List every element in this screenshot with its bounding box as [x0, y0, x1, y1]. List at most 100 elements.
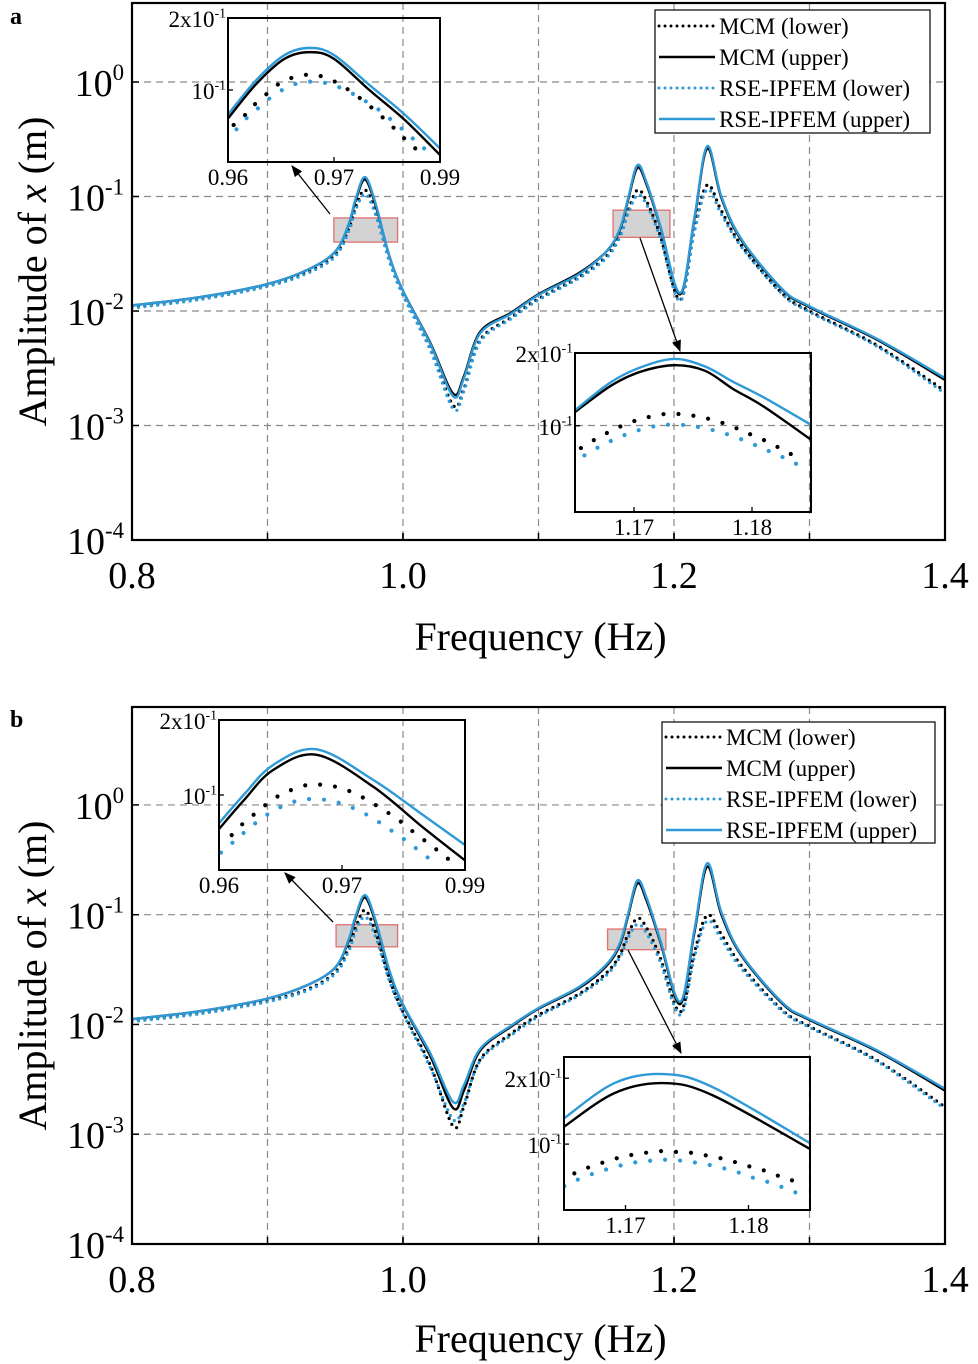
tick-exponent: -1: [105, 175, 124, 200]
tick-exponent: -2: [105, 289, 124, 314]
tick-exponent: -1: [562, 340, 574, 355]
legend-item: MCM (lower): [657, 14, 849, 39]
inset-curve-rse-ipfem-upper: [228, 46, 440, 150]
curve-mcm-lower: [132, 908, 945, 1130]
x-tick-label: 1.4: [921, 555, 969, 597]
inset-curves: [575, 357, 811, 468]
panel-a: 0.8 1.0 1.2 1.410010-110-210-310-4Frequency…: [10, 1, 969, 659]
tick-exponent: -1: [215, 77, 227, 92]
inset-frame: [563, 1056, 811, 1211]
inset-curve-rse-ipfem-upper: [575, 357, 811, 426]
zoom-arrow: [627, 949, 682, 1055]
curves: [132, 145, 945, 413]
legend-label: MCM (lower): [719, 14, 849, 39]
x-tick-label: 1.2: [650, 555, 698, 597]
tick-exponent: -1: [206, 707, 218, 722]
inset-y-tick-label: 10-1: [192, 77, 227, 104]
inset-y-tick-label: 2x10-1: [160, 707, 218, 734]
tick-base: 2x10: [505, 1067, 551, 1092]
inset-curve-mcm-upper: [228, 50, 440, 156]
legend-label: RSE-IPFEM (lower): [726, 787, 917, 812]
tick-exponent: -2: [105, 1003, 124, 1028]
legend-item: RSE-IPFEM (upper): [666, 818, 917, 843]
tick-base: 10: [75, 63, 113, 105]
tick-base: 10: [67, 292, 105, 334]
y-axis-title-suffix: (m): [10, 821, 55, 889]
inset-y-tick-label: 10-1: [183, 782, 218, 809]
inset-x-tick-label: 1.17: [614, 515, 654, 540]
legend-frame: [661, 721, 936, 844]
tick-base: 10: [67, 1115, 105, 1157]
zoom-arrow: [639, 237, 681, 353]
y-tick-label: 10-1: [67, 175, 124, 220]
inset-curve-mcm-upper: [219, 753, 465, 862]
legend-label: RSE-IPFEM (upper): [719, 107, 910, 132]
inset-x-tick-label: 0.99: [445, 873, 485, 898]
x-tick-label: 1.2: [650, 1259, 698, 1301]
inset-curve-mcm-upper: [564, 1081, 810, 1151]
tick-base: 2x10: [169, 7, 215, 32]
inset-frame: [227, 17, 441, 163]
legend-label: MCM (upper): [719, 45, 849, 70]
inset-y-tick-label: 2x10-1: [516, 340, 574, 367]
y-tick-label: 10-3: [67, 404, 124, 449]
y-axis-title-variable: x: [10, 184, 55, 203]
legend-item: RSE-IPFEM (lower): [657, 76, 910, 101]
tick-exponent: -4: [105, 518, 125, 543]
zoom-region-box: [335, 924, 399, 948]
inset-curve-rse-ipfem-lower: [219, 796, 439, 867]
inset-y-tick-label: 2x10-1: [169, 5, 227, 32]
tick-exponent: -1: [551, 1066, 563, 1081]
inset-curves: [219, 747, 465, 870]
tick-exponent: -3: [105, 404, 124, 429]
curve-rse-ipfem-upper: [132, 145, 945, 399]
curves: [132, 862, 945, 1130]
inset-x-tick-label: 0.97: [314, 165, 354, 190]
x-tick-label: 1.4: [921, 1259, 969, 1301]
zoom-arrow: [284, 872, 334, 923]
inset-curve-rse-ipfem-lower: [564, 1157, 803, 1197]
inset-curve-mcm-lower: [578, 411, 798, 459]
inset-x-tick-label: 0.96: [208, 165, 248, 190]
inset-curve-mcm-lower: [229, 782, 461, 870]
y-axis-title-suffix: (m): [10, 117, 55, 185]
panel-label: a: [10, 4, 22, 30]
legend-item: MCM (upper): [666, 756, 856, 781]
panel-label: b: [10, 707, 23, 733]
legend-label: MCM (upper): [726, 756, 856, 781]
x-axis-title: Frequency (Hz): [414, 614, 666, 659]
tick-exponent: -1: [215, 5, 227, 20]
inset-y-tick-label: 10-1: [539, 413, 574, 440]
inset-curve-mcm-lower: [231, 72, 425, 157]
legend-label: RSE-IPFEM (lower): [719, 76, 910, 101]
panel-b: 0.8 1.0 1.2 1.410010-110-210-310-4Frequency…: [10, 705, 969, 1361]
y-tick-label: 10-4: [67, 1222, 125, 1267]
x-tick-label: 0.8: [108, 1259, 156, 1301]
tick-base: 10: [67, 521, 105, 563]
tick-base: 10: [67, 407, 105, 449]
inset-x-tick-label: 1.18: [728, 1213, 768, 1238]
tick-base: 10: [67, 896, 105, 938]
legend-item: MCM (upper): [659, 45, 849, 70]
y-tick-label: 10-2: [67, 1003, 124, 1048]
tick-base: 10: [539, 415, 562, 440]
legend-label: MCM (lower): [726, 725, 856, 750]
legend-item: RSE-IPFEM (lower): [664, 787, 917, 812]
legend-frame: [654, 9, 931, 134]
inset-frame: [574, 352, 812, 513]
x-tick-label: 0.8: [108, 555, 156, 597]
tick-exponent: -4: [105, 1222, 125, 1247]
y-axis-title-prefix: Amplitude of: [10, 906, 55, 1130]
legend-item: MCM (lower): [664, 725, 856, 750]
x-tick-label: 1.0: [379, 1259, 427, 1301]
inset-curve-rse-ipfem-upper: [564, 1072, 810, 1145]
tick-base: 10: [183, 784, 206, 809]
inset-x-tick-label: 1.17: [605, 1213, 645, 1238]
inset-x-tick-label: 0.96: [199, 873, 239, 898]
y-tick-label: 10-3: [67, 1112, 124, 1157]
legend: MCM (lower) MCM (upper) RSE-IPFEM (lower) R…: [661, 721, 936, 844]
tick-base: 2x10: [516, 342, 562, 367]
